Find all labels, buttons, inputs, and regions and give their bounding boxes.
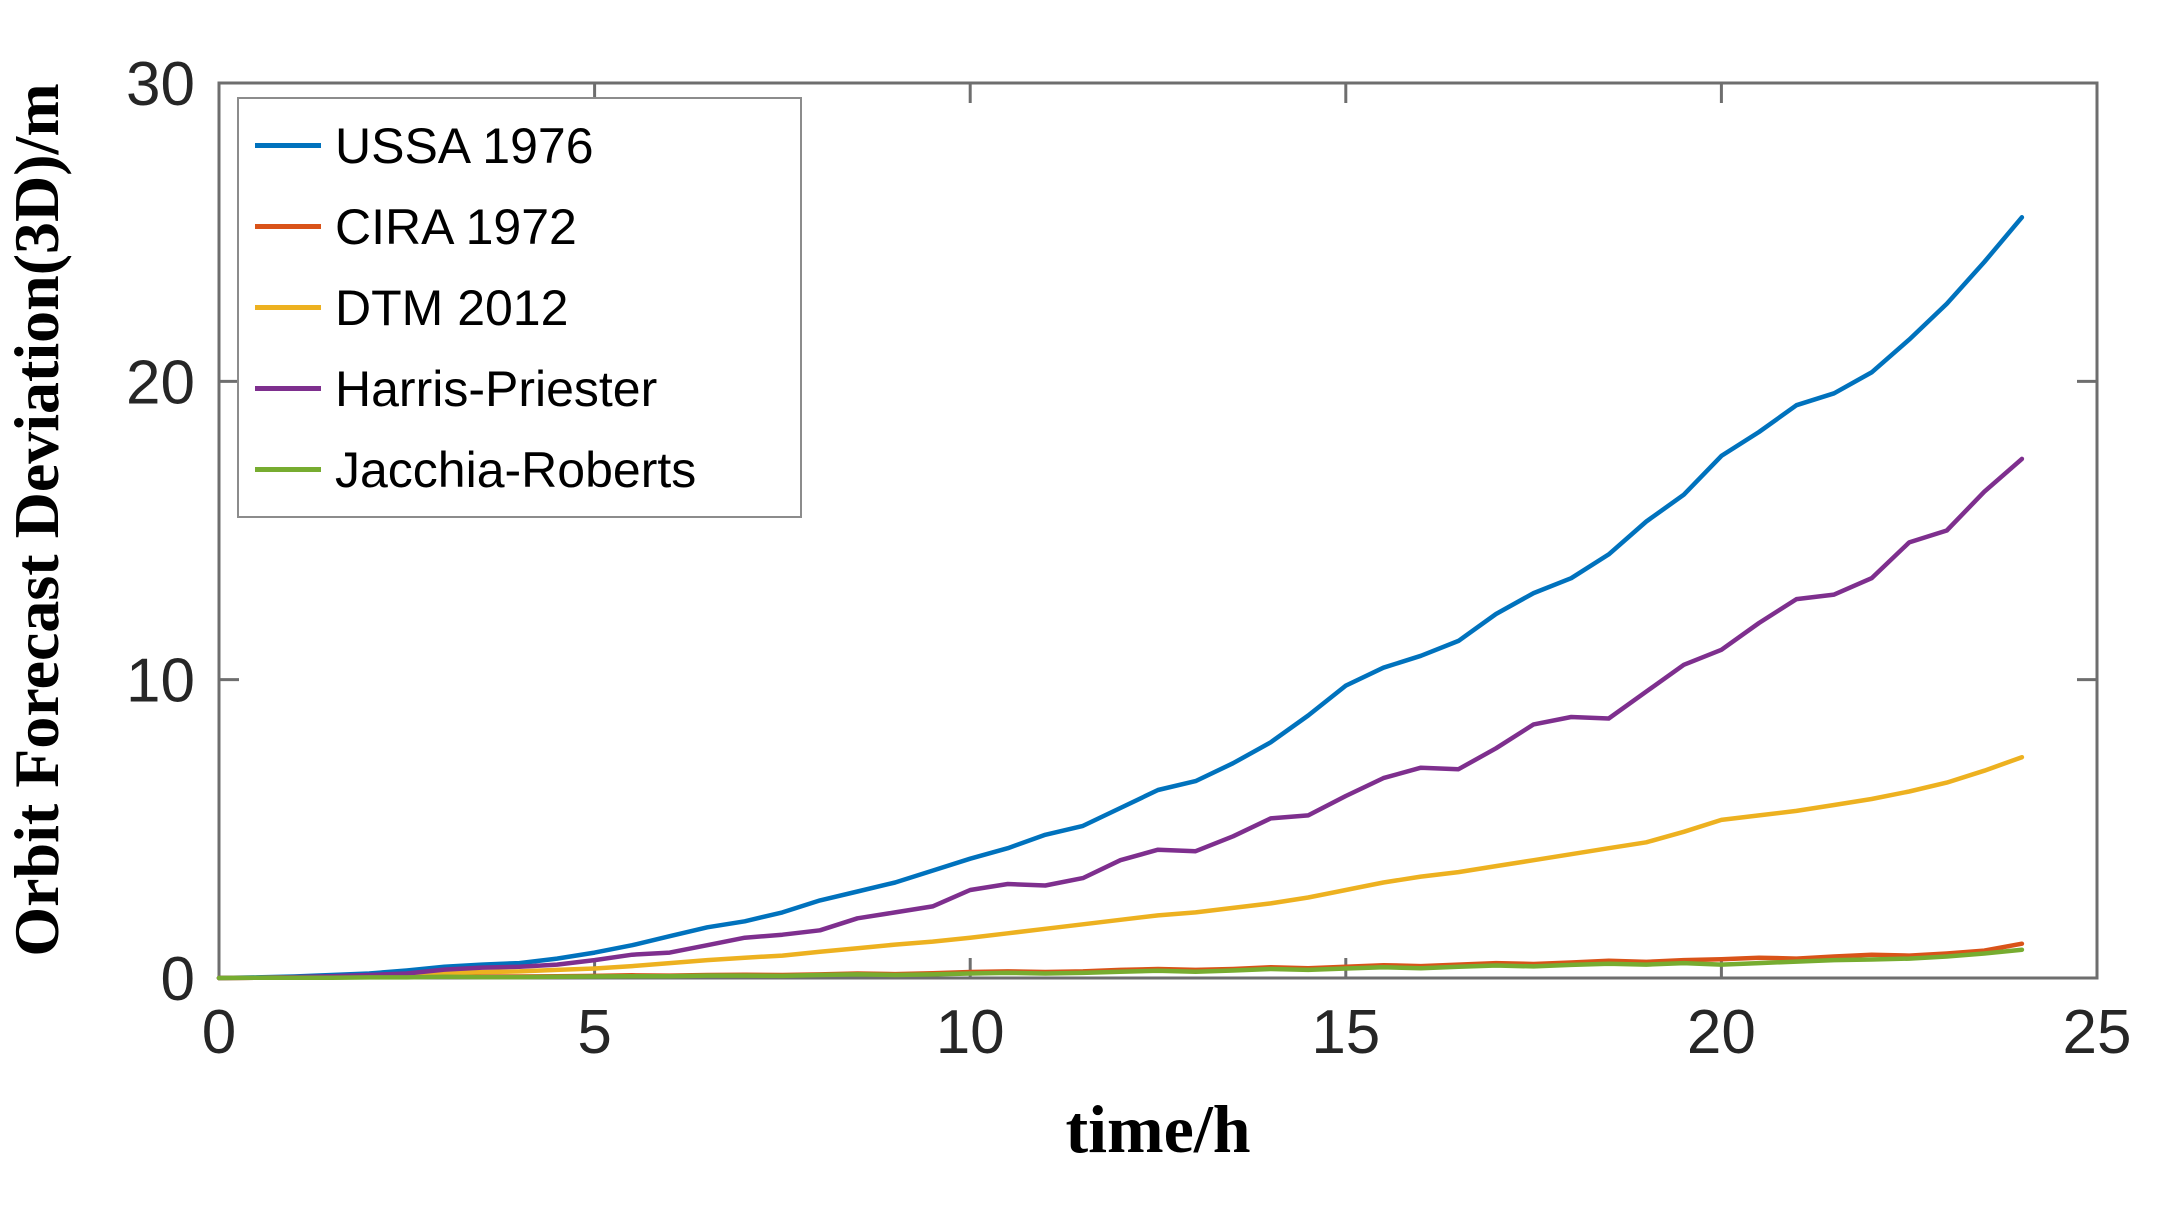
legend-item: CIRA 1972 [255, 202, 800, 252]
series-line-harris-priester [216, 456, 2025, 981]
legend-label: CIRA 1972 [335, 198, 577, 255]
y-tick-label: 10 [126, 647, 195, 716]
plot-area-box [217, 81, 2099, 980]
y-tick-label: 30 [126, 50, 195, 119]
legend-line-swatch [255, 386, 321, 391]
legend-label: DTM 2012 [335, 279, 569, 336]
legend-label: Jacchia-Roberts [335, 441, 697, 498]
legend-line-swatch [255, 143, 321, 148]
series-line-dtm-2012 [216, 754, 2025, 981]
legend-line-swatch [255, 224, 321, 229]
legend-item: USSA 1976 [255, 121, 800, 171]
x-tick-label: 20 [1687, 998, 1756, 1067]
legend: USSA 1976 CIRA 1972 DTM 2012 Harris-Prieste… [237, 97, 802, 518]
y-tick-label: 0 [161, 945, 195, 1014]
x-tick-label: 15 [1311, 998, 1380, 1067]
x-tick-label: 0 [202, 998, 236, 1067]
y-axis-label: Orbit Forecast Deviation(3D)/m [1, 83, 72, 956]
legend-item: Jacchia-Roberts [255, 445, 800, 495]
series-line-jacchia-roberts [216, 947, 2025, 981]
legend-line-swatch [255, 305, 321, 310]
x-axis-label: time/h [1065, 1091, 1251, 1167]
legend-item: Harris-Priester [255, 364, 800, 414]
x-tick-label: 10 [936, 998, 1005, 1067]
legend-line-swatch [255, 467, 321, 472]
legend-label: USSA 1976 [335, 117, 594, 174]
x-tick-label: 25 [2063, 998, 2132, 1067]
y-tick-label: 20 [126, 348, 195, 417]
x-tick-label: 5 [577, 998, 611, 1067]
legend-label: Harris-Priester [335, 360, 658, 417]
series-line-ussa-1976 [216, 215, 2025, 981]
legend-item: DTM 2012 [255, 283, 800, 333]
